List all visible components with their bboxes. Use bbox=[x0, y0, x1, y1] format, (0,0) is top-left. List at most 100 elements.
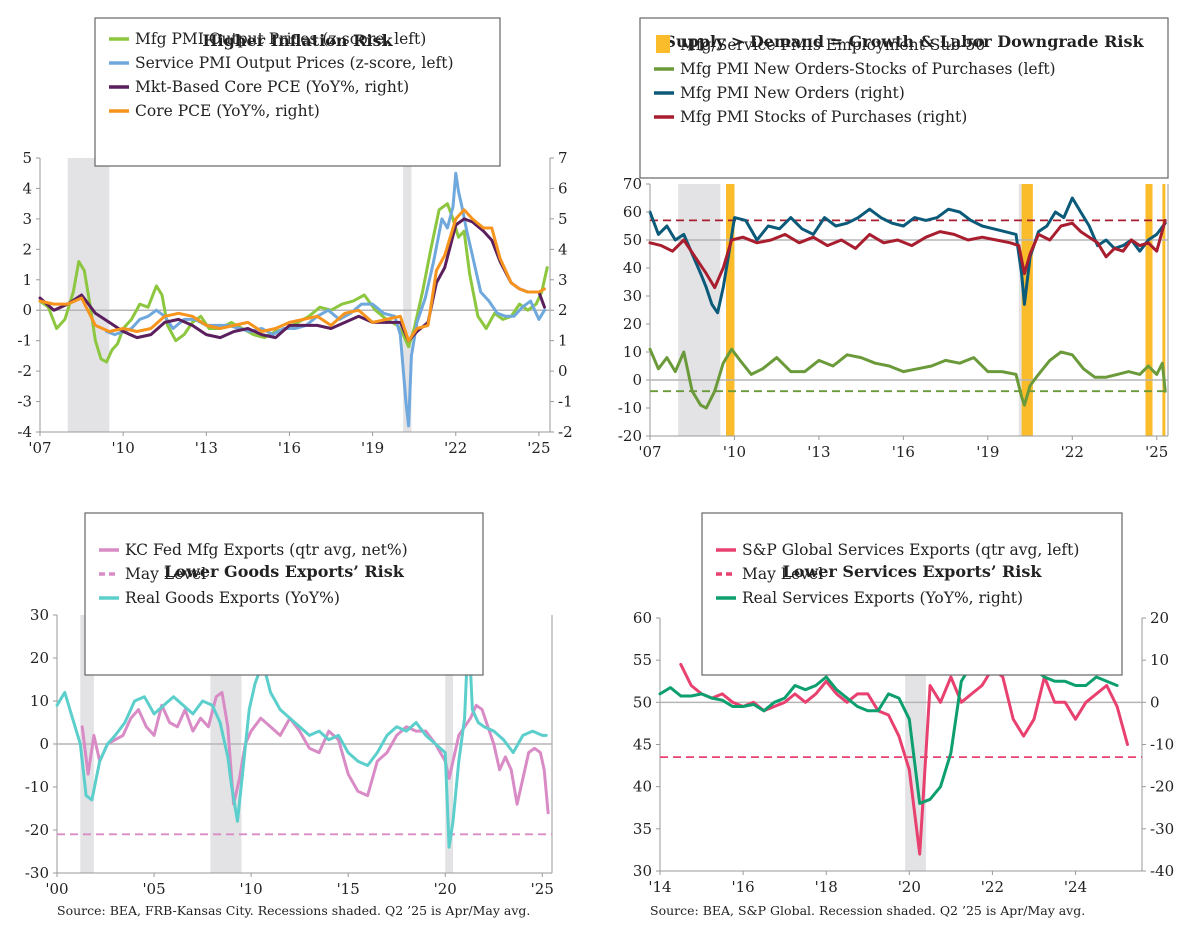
legend-label: S&P Global Services Exports (qtr avg, le… bbox=[742, 541, 1079, 559]
left-tick-label: -10 bbox=[618, 399, 642, 417]
employment-sub50-band bbox=[1021, 184, 1033, 436]
right-tick-label: 7 bbox=[558, 149, 568, 167]
legend-label: Mfg/Service PMIs Employment Sub-50 bbox=[680, 36, 985, 54]
right-tick-label: -20 bbox=[1150, 778, 1174, 796]
recession-band bbox=[905, 618, 926, 871]
series-line-pink bbox=[80, 690, 550, 815]
x-tick-label: '25 bbox=[527, 439, 550, 457]
legend-label: Service PMI Output Prices (z-score, left… bbox=[135, 54, 454, 72]
x-tick-label: '16 bbox=[278, 439, 301, 457]
x-tick-label: '20 bbox=[434, 880, 457, 898]
x-tick-label: '25 bbox=[531, 880, 554, 898]
x-tick-label: '25 bbox=[1145, 443, 1168, 461]
left-tick-label: -1 bbox=[17, 332, 32, 350]
left-tick-label: 0 bbox=[39, 735, 49, 753]
legend-box bbox=[84, 512, 484, 676]
x-tick-label: '10 bbox=[112, 439, 135, 457]
left-tick-label: -10 bbox=[25, 778, 49, 796]
recession-band bbox=[403, 158, 412, 432]
x-tick-label: '24 bbox=[1064, 878, 1087, 896]
left-tick-label: 70 bbox=[623, 175, 642, 193]
chart-title: Lower Services Exports’ Risk bbox=[783, 562, 1043, 581]
left-tick-label: -30 bbox=[25, 864, 49, 882]
right-tick-label: -1 bbox=[558, 393, 573, 411]
right-tick-label: 1 bbox=[558, 332, 568, 350]
x-tick-label: '16 bbox=[731, 878, 754, 896]
series-line-rose bbox=[679, 662, 1129, 856]
left-tick-label: 4 bbox=[22, 179, 32, 197]
legend-label: May Level bbox=[125, 565, 206, 583]
left-tick-label: -2 bbox=[17, 362, 32, 380]
chart-panel-supply-demand: 70 60 50 40 30 20 10 0 -10 -20'07 '10 '13 '16 '19 '22 '… bbox=[600, 0, 1200, 480]
right-tick-label: 3 bbox=[558, 271, 568, 289]
legend-label: Real Goods Exports (YoY%) bbox=[125, 589, 340, 607]
legend-label: Mfg PMI Output Prices (z-score, left) bbox=[135, 30, 426, 48]
left-tick-label: 35 bbox=[633, 820, 652, 838]
right-tick-label: 20 bbox=[1150, 609, 1169, 627]
employment-sub50-band bbox=[1162, 184, 1166, 436]
legend-box bbox=[94, 17, 501, 167]
right-tick-label: 5 bbox=[558, 210, 568, 228]
series-line-olive bbox=[648, 347, 1167, 410]
legend-box bbox=[701, 512, 1123, 676]
legend-label: Core PCE (YoY%, right) bbox=[135, 102, 320, 120]
legend-label: May Level bbox=[742, 565, 823, 583]
left-tick-label: 40 bbox=[633, 778, 652, 796]
chart-svg-supply-demand: 70 60 50 40 30 20 10 0 -10 -20'07 '10 '13 '16 '19 '22 '… bbox=[618, 17, 1169, 480]
legend-label: Real Services Exports (YoY%, right) bbox=[742, 589, 1023, 607]
legend-label: Mfg PMI New Orders (right) bbox=[680, 84, 905, 102]
right-tick-label: -40 bbox=[1150, 862, 1174, 880]
left-tick-label: 10 bbox=[30, 692, 49, 710]
left-tick-label: 0 bbox=[22, 301, 32, 319]
legend-swatch-box bbox=[656, 35, 670, 53]
left-tick-label: -3 bbox=[17, 393, 32, 411]
legend-label: Mfg PMI Stocks of Purchases (right) bbox=[680, 108, 967, 126]
left-tick-label: 30 bbox=[30, 606, 49, 624]
left-tick-label: 5 bbox=[22, 149, 32, 167]
x-tick-label: '22 bbox=[444, 439, 467, 457]
x-tick-label: '19 bbox=[976, 443, 999, 461]
x-tick-label: '10 bbox=[240, 880, 263, 898]
left-tick-label: 50 bbox=[623, 231, 642, 249]
right-tick-label: -10 bbox=[1150, 736, 1174, 754]
x-tick-label: '10 bbox=[723, 443, 746, 461]
x-tick-label: '16 bbox=[892, 443, 915, 461]
left-tick-label: 50 bbox=[633, 693, 652, 711]
x-tick-label: '13 bbox=[807, 443, 830, 461]
left-tick-label: 40 bbox=[623, 259, 642, 277]
x-tick-label: '00 bbox=[45, 880, 68, 898]
x-tick-label: '07 bbox=[638, 443, 661, 461]
x-tick-label: '20 bbox=[898, 878, 921, 896]
legend-label: Mkt-Based Core PCE (YoY%, right) bbox=[135, 78, 409, 96]
chart-panel-inflation-risk: 5 4 3 2 1 0 -1 -2 -3 -4 7 6 5 4 3 2 1 0 -1 -2 '07 '10 '13 '16 '1… bbox=[0, 0, 600, 480]
chart-title: Lower Goods Exports’ Risk bbox=[164, 562, 405, 581]
x-tick-label: '13 bbox=[195, 439, 218, 457]
series-line-orange bbox=[38, 208, 546, 343]
legend-label: KC Fed Mfg Exports (qtr avg, net%) bbox=[125, 541, 408, 559]
series-line-blue bbox=[105, 171, 546, 428]
left-tick-label: 30 bbox=[633, 862, 652, 880]
left-tick-label: 10 bbox=[623, 343, 642, 361]
left-tick-label: 2 bbox=[22, 240, 32, 258]
chart-svg-services-exports: 60 55 50 45 40 35 30 20 10 0 -10 -20 -30 -40 '14 '16 '18… bbox=[633, 512, 1174, 918]
left-tick-label: 1 bbox=[22, 271, 32, 289]
employment-sub50-band bbox=[1145, 184, 1153, 436]
x-tick-label: '19 bbox=[361, 439, 384, 457]
legend-box bbox=[639, 17, 1169, 179]
left-tick-label: 3 bbox=[22, 210, 32, 228]
left-tick-label: 20 bbox=[623, 315, 642, 333]
left-tick-label: 0 bbox=[632, 371, 642, 389]
x-tick-label: '22 bbox=[1061, 443, 1084, 461]
right-tick-label: 2 bbox=[558, 301, 568, 319]
right-tick-label: 0 bbox=[558, 362, 568, 380]
series-line-purple bbox=[38, 217, 546, 343]
chart-panel-services-exports: 60 55 50 45 40 35 30 20 10 0 -10 -20 -30 -40 '14 '16 '18… bbox=[600, 466, 1200, 933]
x-tick-label: '07 bbox=[28, 439, 51, 457]
chart-svg-goods-exports: 30 20 10 0 -10 -20 -30'00 '05 '10 '15 '20 '25 Lower … bbox=[25, 512, 554, 918]
right-tick-label: -30 bbox=[1150, 820, 1174, 838]
employment-sub50-band bbox=[726, 184, 735, 436]
left-tick-label: 55 bbox=[633, 651, 652, 669]
left-tick-label: 30 bbox=[623, 287, 642, 305]
source-note: Source: BEA, FRB-Kansas City. Recessions… bbox=[57, 903, 530, 918]
x-tick-label: '15 bbox=[337, 880, 360, 898]
